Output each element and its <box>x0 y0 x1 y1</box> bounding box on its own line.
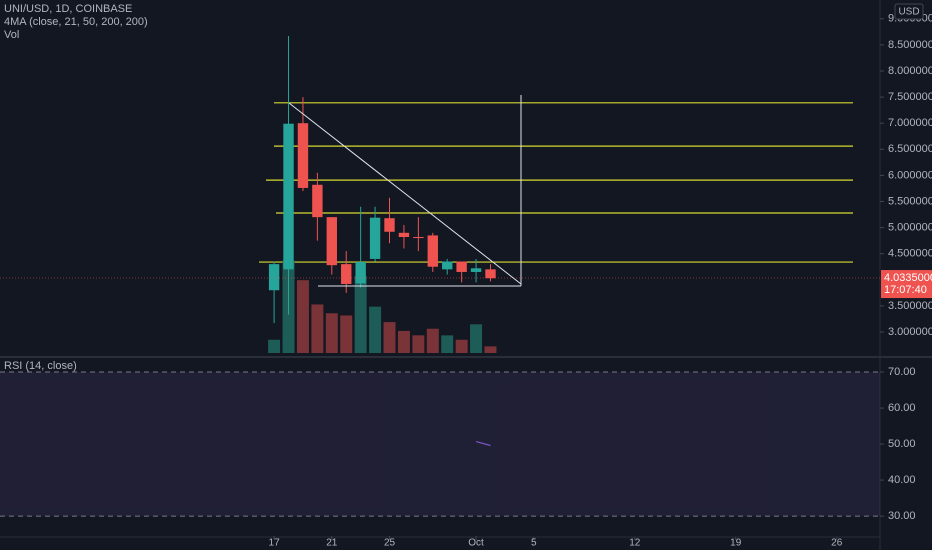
price-pane: 3.00000000 3.50000000 4.50000000 5.00000000… <box>0 13 932 549</box>
candle-body <box>369 217 381 259</box>
candle-body <box>485 269 496 279</box>
y-tick-label: 8.50000000 <box>888 39 932 51</box>
candle-body <box>398 232 410 237</box>
candle-body <box>470 268 482 272</box>
candle-body <box>268 264 280 291</box>
rsi-tick-label: 70.00 <box>888 366 916 378</box>
countdown: 17:07:40 <box>884 284 927 296</box>
y-tick-label: 3.00000000 <box>888 326 932 338</box>
volume-bar <box>441 335 454 353</box>
volume-bar <box>383 322 396 353</box>
volume-bar <box>311 304 324 353</box>
volume-bar <box>426 328 439 353</box>
volume-bar <box>268 339 281 353</box>
x-tick-label: 21 <box>326 538 338 549</box>
volume-bar <box>484 346 497 353</box>
volume-bar <box>340 315 353 353</box>
y-tick-label: 6.50000000 <box>888 143 932 155</box>
x-tick-label: 5 <box>531 538 537 549</box>
y-tick-label: 3.50000000 <box>888 300 932 312</box>
y-tick-label: 5.00000000 <box>888 221 932 233</box>
last-price-label: 4.03350000 <box>884 272 932 284</box>
rsi-tick-label: 40.00 <box>888 474 916 486</box>
trend-drawing <box>288 95 522 287</box>
x-tick-label: 17 <box>269 538 281 549</box>
rsi-tick-label: 50.00 <box>888 438 916 450</box>
x-tick-label: 19 <box>730 538 742 549</box>
candle-body <box>442 261 453 270</box>
x-tick-label: Oct <box>468 538 484 549</box>
y-tick-label: 7.50000000 <box>888 91 932 103</box>
rsi-band <box>0 372 880 517</box>
volume-bar <box>325 313 338 353</box>
x-tick-label: 12 <box>629 538 641 549</box>
volume-bar <box>296 280 309 353</box>
indicator-label[interactable]: 4MA (close, 21, 50, 200, 200) <box>4 16 148 28</box>
candle-body <box>384 218 395 232</box>
candle-body <box>312 184 323 218</box>
candle-body <box>413 236 424 239</box>
indicator-label[interactable]: Vol <box>4 29 19 41</box>
currency-label[interactable]: USD <box>898 7 919 18</box>
trend-line <box>288 102 522 285</box>
volume-bar <box>397 330 410 353</box>
currency-button[interactable] <box>894 3 924 20</box>
candle-body <box>326 217 337 266</box>
last-price-box <box>881 270 932 299</box>
y-tick-label: 5.50000000 <box>888 195 932 207</box>
candle-body <box>355 262 366 284</box>
volume-bar <box>412 335 425 353</box>
rsi-line <box>475 441 491 447</box>
x-tick-label: 26 <box>831 538 843 549</box>
volume-bar <box>369 306 382 353</box>
candle-body <box>297 123 309 188</box>
candle-body <box>341 264 352 284</box>
candle-body <box>283 123 294 270</box>
volume-bar <box>455 339 468 353</box>
candle-body <box>456 261 467 272</box>
rsi-tick-label: 60.00 <box>888 402 916 414</box>
volume-bar <box>354 275 367 353</box>
rsi-tick-label: 30.00 <box>888 510 916 522</box>
x-tick-label: 25 <box>384 538 396 549</box>
y-tick-label: 8.00000000 <box>888 65 932 77</box>
volume-bar <box>470 324 483 353</box>
y-tick-label: 7.00000000 <box>888 117 932 129</box>
rsi-label[interactable]: RSI (14, close) <box>4 360 77 372</box>
symbol-title[interactable]: UNI/USD, 1D, COINBASE <box>4 3 132 15</box>
y-tick-label: 6.00000000 <box>888 169 932 181</box>
candle-body <box>427 235 438 267</box>
y-tick-label: 4.50000000 <box>888 248 932 260</box>
